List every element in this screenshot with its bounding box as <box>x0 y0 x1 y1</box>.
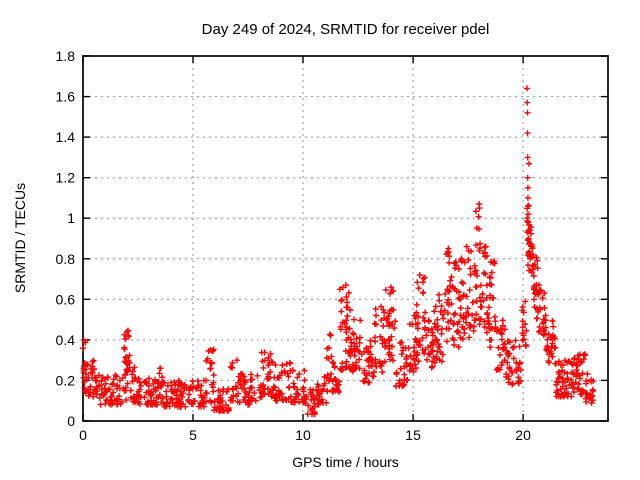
y-tick-label: 1.4 <box>56 129 76 145</box>
y-tick-label: 1 <box>67 210 75 226</box>
y-tick-label: 0.6 <box>56 291 76 307</box>
y-tick-label: 1.8 <box>56 48 76 64</box>
scatter-points <box>80 85 597 418</box>
x-tick-label: 10 <box>295 427 311 443</box>
x-tick-label: 5 <box>189 427 197 443</box>
y-tick-label: 1.6 <box>56 89 76 105</box>
tick-labels: 0 5 10 15 20 0 0.2 0.4 0.6 0.8 1 1.2 1.4 1.6 1.8 <box>56 48 532 443</box>
y-tick-label: 0 <box>67 413 75 429</box>
x-tick-label: 0 <box>79 427 87 443</box>
chart-title: Day 249 of 2024, SRMTID for receiver pde… <box>201 21 490 38</box>
grid-lines <box>83 56 608 421</box>
x-tick-label: 20 <box>515 427 531 443</box>
x-tick-label: 15 <box>405 427 421 443</box>
y-tick-label: 1.2 <box>56 170 76 186</box>
y-tick-label: 0.2 <box>56 372 76 388</box>
x-axis-label: GPS time / hours <box>292 454 399 470</box>
y-tick-label: 0.4 <box>56 332 76 348</box>
y-tick-label: 0.8 <box>56 251 76 267</box>
plot-frame <box>82 55 609 422</box>
y-axis-label: SRMTID / TECUs <box>12 182 28 294</box>
